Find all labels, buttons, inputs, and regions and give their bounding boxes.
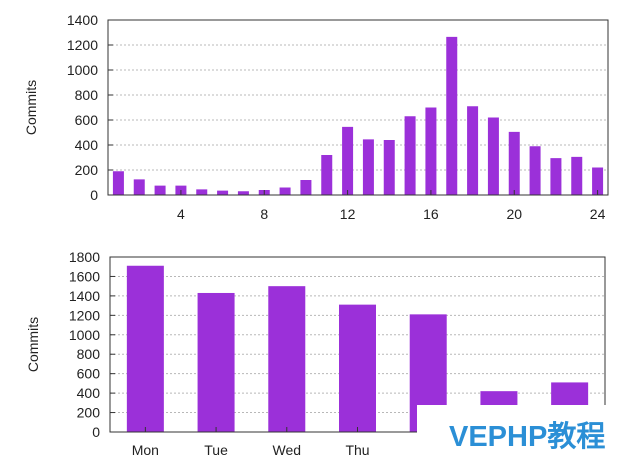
- bar: [279, 187, 291, 195]
- bar: [339, 304, 376, 432]
- y-tick-label: 400: [77, 385, 101, 401]
- plot-frame: [107, 19, 609, 196]
- y-tick-label: 600: [77, 366, 101, 382]
- bar: [154, 185, 166, 195]
- bar: [404, 116, 416, 195]
- y-tick-label: 400: [75, 137, 99, 153]
- bar: [446, 36, 458, 195]
- plot-frame: [109, 256, 606, 433]
- watermark-text: VEPHP教程: [449, 420, 605, 453]
- bar: [126, 265, 164, 432]
- y-tick-label: 600: [75, 112, 99, 128]
- bar: [342, 126, 354, 195]
- bar: [571, 156, 583, 195]
- bar: [321, 155, 333, 195]
- bar: [467, 106, 479, 195]
- hourly-commits-chart: 0 200 400 600 800 1000 1200 1400 4 8 12 16 20 24 Commi…: [23, 12, 609, 222]
- x-tick-label: 20: [506, 206, 522, 222]
- x-tick-label: Wed: [273, 442, 302, 458]
- bar: [197, 292, 235, 432]
- y-tick-label: 1000: [67, 62, 98, 78]
- bar: [300, 180, 312, 195]
- bar: [133, 179, 145, 195]
- y-tick-label: 200: [75, 162, 99, 178]
- y-tick-label: 800: [75, 87, 99, 103]
- y-tick-label: 800: [77, 346, 101, 362]
- x-tick-label: 16: [423, 206, 439, 222]
- bar: [237, 191, 249, 195]
- x-tick-label: 8: [260, 206, 268, 222]
- y-tick-label: 1200: [69, 307, 100, 323]
- x-tick-label: Mon: [132, 442, 159, 458]
- y-tick-label: 1400: [69, 288, 100, 304]
- y-tick-label: 1800: [69, 249, 100, 265]
- y-tick-label: 1000: [69, 327, 100, 343]
- y-tick-label: 1200: [67, 37, 98, 53]
- y-axis-title: Commits: [25, 317, 41, 372]
- y-tick-label: 0: [92, 424, 100, 440]
- bar: [508, 131, 520, 195]
- bar: [362, 139, 374, 195]
- bar: [112, 171, 124, 195]
- y-tick-label: 1400: [67, 12, 98, 28]
- bar: [487, 117, 499, 195]
- x-tick-label: 24: [590, 206, 606, 222]
- bar: [529, 146, 541, 195]
- bar: [217, 190, 229, 195]
- x-tick-label: Tue: [204, 442, 228, 458]
- bar: [268, 286, 306, 432]
- bar: [196, 189, 208, 195]
- y-tick-label: 0: [90, 187, 98, 203]
- bar: [592, 167, 604, 195]
- bar: [383, 140, 395, 195]
- y-tick-label: 200: [77, 405, 101, 421]
- x-tick-label: 12: [340, 206, 356, 222]
- bar: [425, 107, 437, 195]
- y-tick-label: 1600: [69, 268, 100, 284]
- x-tick-label: Thu: [345, 442, 369, 458]
- watermark-backdrop: [417, 405, 640, 465]
- x-tick-label: 4: [177, 206, 185, 222]
- watermark: VEPHP教程: [417, 405, 640, 465]
- bar: [550, 158, 562, 195]
- y-axis-title: Commits: [23, 80, 39, 135]
